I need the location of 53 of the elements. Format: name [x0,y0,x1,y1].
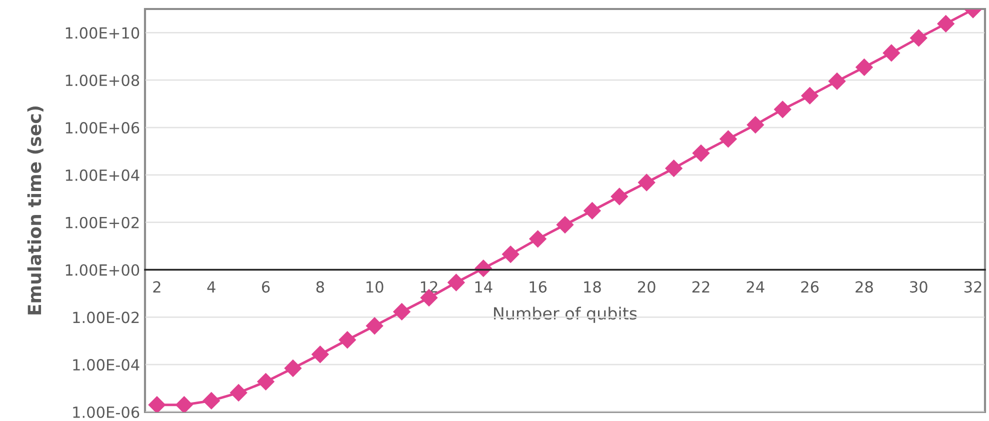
y-tick-label: 1.00E-02 [73,312,139,324]
x-tick-label: 16 [530,281,547,293]
y-tick-label: 1.00E+06 [66,122,140,134]
x-tick-label: 26 [801,281,819,293]
point [148,396,166,412]
point [746,116,764,134]
y-tick-label: 1.00E-04 [73,359,140,371]
x-tick-label: 4 [207,281,216,292]
point [856,58,873,76]
x-tick-label: 18 [584,281,601,293]
x-tick-label: 20 [638,281,656,293]
point [556,216,574,234]
point [257,373,274,390]
y-axis-title: Emulation time (sec) [27,106,44,314]
x-tick-label: 22 [692,281,710,292]
point [720,130,737,148]
point [937,15,954,32]
point [584,202,601,220]
point [638,174,656,192]
x-tick-label: 28 [856,281,873,293]
x-tick-label: 14 [475,281,492,292]
x-tick-label: 10 [366,281,384,293]
x-tick-label: 32 [964,281,982,293]
point [176,396,193,412]
x-tick-label: 30 [910,281,928,293]
y-tick-label: 1.00E+02 [66,216,139,228]
point [502,246,520,263]
x-tick-label: 8 [316,281,324,293]
y-tick-label: 1.00E+10 [66,27,140,39]
x-tick-label: 2 [153,281,160,292]
point [610,188,628,206]
point [828,72,846,90]
point [910,29,928,47]
point [692,144,710,162]
point [202,392,220,410]
point [665,160,682,177]
point [312,346,329,363]
point [284,360,302,377]
point [529,230,546,248]
x-tick-label: 6 [262,281,270,293]
point [882,44,900,62]
x-tick-label: 24 [746,281,764,292]
y-tick-label: 1.00E-06 [73,406,140,418]
y-tick-label: 1.00E+04 [66,169,140,181]
y-tick-label: 1.00E+08 [66,74,140,86]
point [338,331,356,348]
point [393,303,410,320]
point [366,317,384,334]
point [448,274,465,292]
y-tick-label: 1.00E+00 [66,264,140,276]
point [774,100,792,118]
point [801,87,818,104]
point [230,384,248,402]
